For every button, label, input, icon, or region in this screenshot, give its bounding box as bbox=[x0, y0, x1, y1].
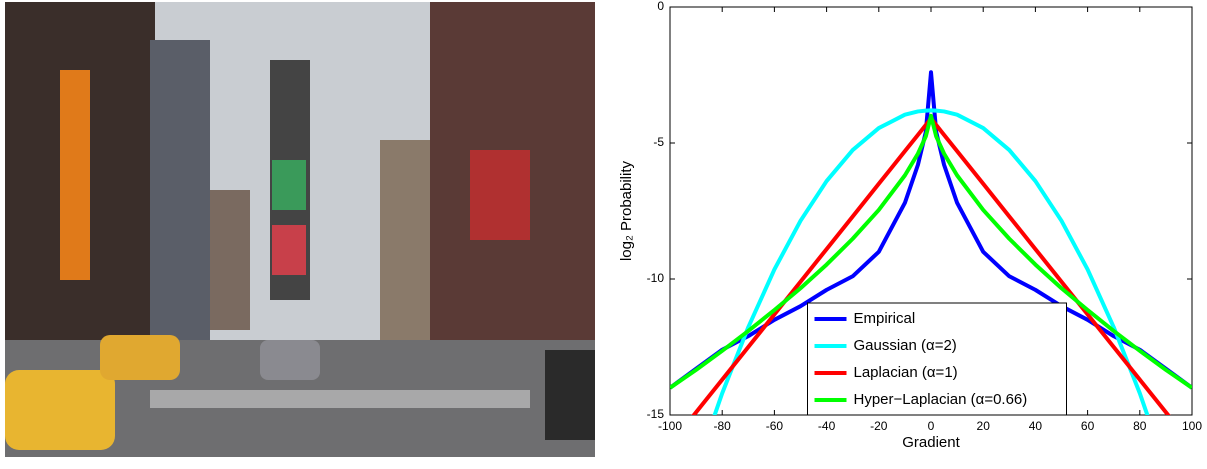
series-line bbox=[712, 108, 1150, 415]
x-tick-label: -40 bbox=[818, 419, 836, 433]
series-line bbox=[670, 113, 1192, 390]
y-tick-label: -10 bbox=[647, 271, 665, 285]
x-tick-label: 60 bbox=[1081, 419, 1095, 433]
y-tick-label: 0 bbox=[657, 0, 664, 13]
y-tick-label: -15 bbox=[647, 407, 665, 421]
legend-label: Empirical bbox=[854, 310, 916, 327]
x-tick-label: 80 bbox=[1133, 419, 1147, 433]
series-line bbox=[670, 70, 1192, 390]
legend-label: Laplacian (α=1) bbox=[854, 364, 958, 381]
y-axis-label: log₂ Probability bbox=[618, 160, 635, 261]
x-tick-label: 40 bbox=[1029, 419, 1043, 433]
x-tick-label: 100 bbox=[1182, 419, 1202, 433]
street-photo bbox=[5, 2, 595, 457]
x-tick-label: -80 bbox=[714, 419, 732, 433]
x-tick-label: -60 bbox=[766, 419, 784, 433]
y-tick-label: -5 bbox=[653, 135, 664, 149]
x-axis-label: Gradient bbox=[902, 434, 960, 451]
x-tick-label: -20 bbox=[870, 419, 888, 433]
legend-box bbox=[807, 302, 1067, 416]
x-tick-label: 20 bbox=[977, 419, 991, 433]
legend-label: Hyper−Laplacian (α=0.66) bbox=[854, 391, 1028, 408]
x-tick-label: 0 bbox=[928, 419, 935, 433]
plot-lines bbox=[670, 70, 1192, 415]
x-tick-label: -100 bbox=[658, 419, 682, 433]
legend-label: Gaussian (α=2) bbox=[854, 337, 957, 354]
